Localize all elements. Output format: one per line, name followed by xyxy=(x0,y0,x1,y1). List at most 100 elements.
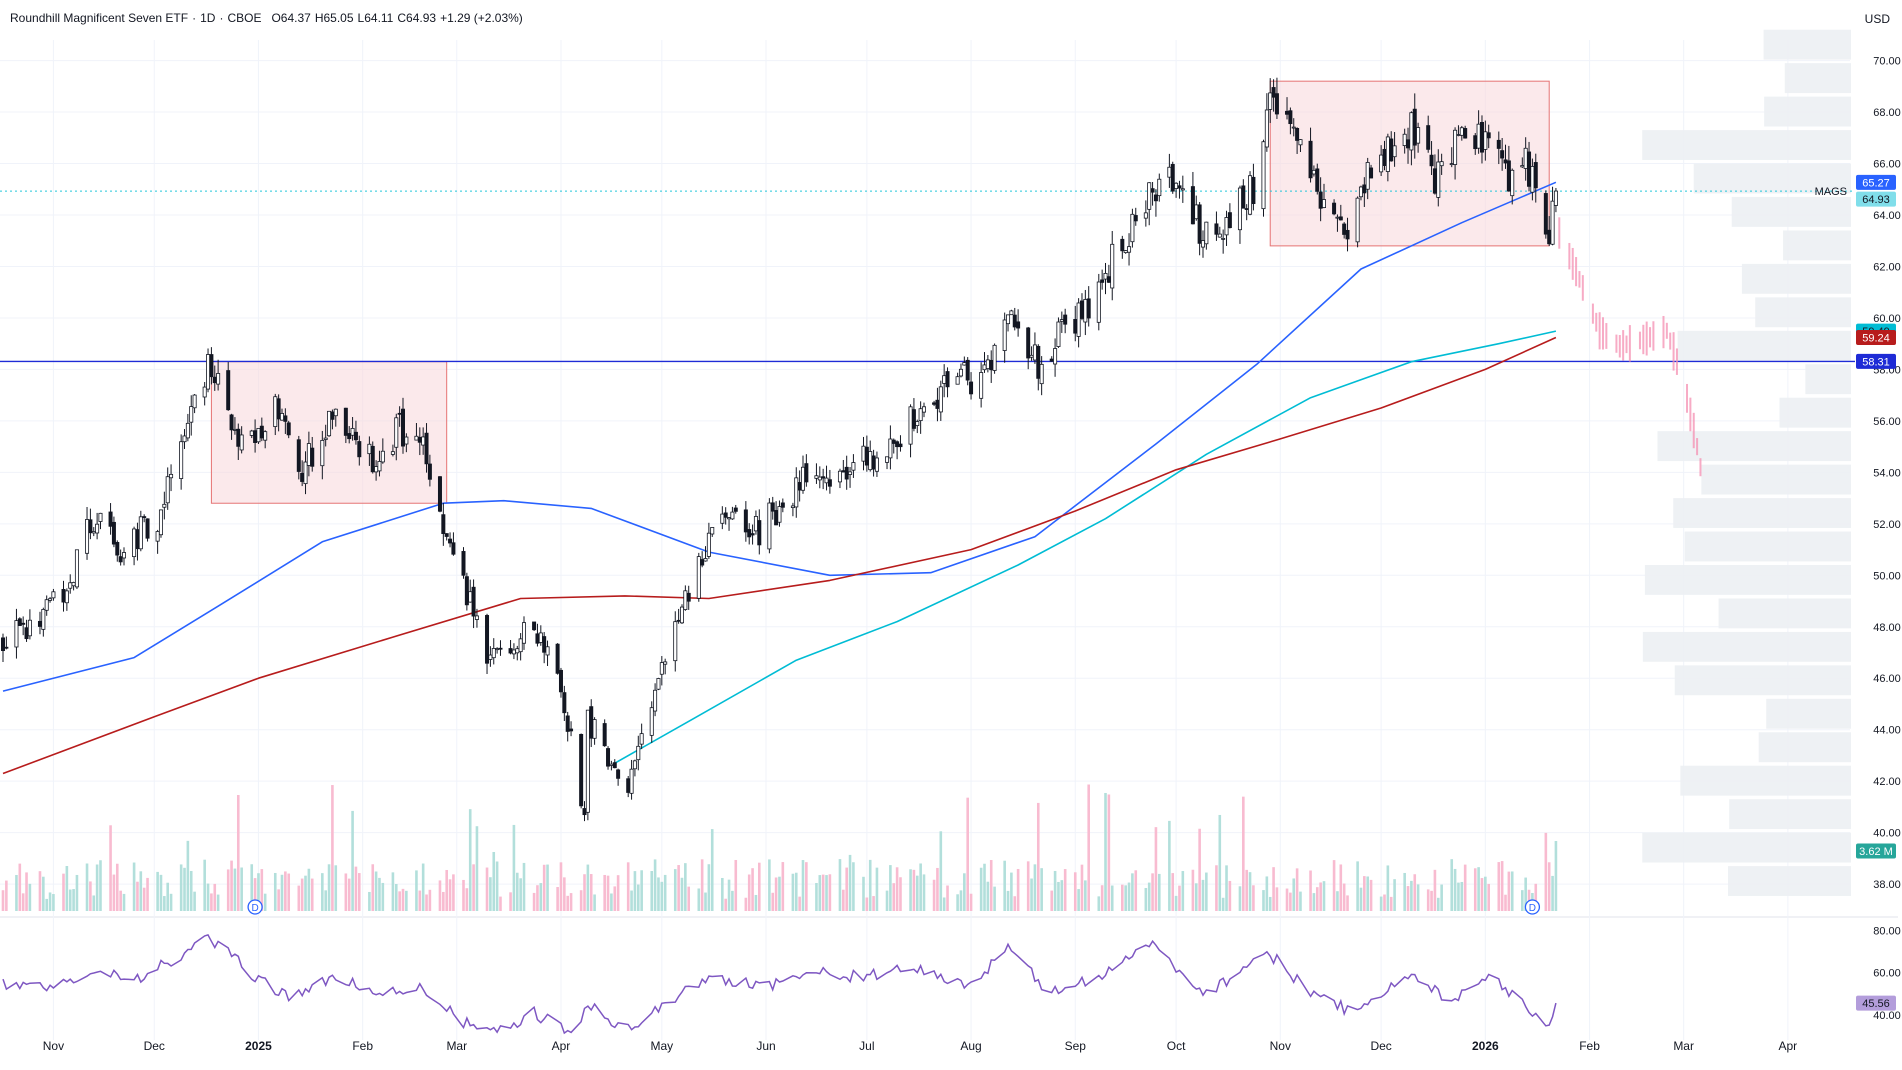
ma-red-badge-bg xyxy=(1856,330,1896,345)
volume-bar xyxy=(1100,885,1104,911)
volume-profile-bar xyxy=(1763,29,1851,60)
candle-body xyxy=(1402,133,1407,147)
candle-body xyxy=(1389,138,1394,162)
volume-bar xyxy=(606,875,610,911)
volume-bar xyxy=(1178,885,1181,911)
time-axis-label: Sep xyxy=(1065,1039,1087,1053)
candle-body xyxy=(891,439,896,444)
candle-body xyxy=(676,619,681,622)
volume-bar xyxy=(1504,894,1507,911)
candle-body xyxy=(1009,310,1014,316)
volume-profile-bar xyxy=(1718,598,1851,629)
volume-bar xyxy=(1265,876,1269,911)
candle-body xyxy=(1073,319,1078,334)
volume-bar xyxy=(159,874,163,911)
candle-body xyxy=(1412,108,1417,146)
candle-body xyxy=(85,519,90,554)
currency-label[interactable]: USD xyxy=(1864,12,1890,26)
projection xyxy=(1558,217,1702,477)
projection-bar xyxy=(1601,317,1604,350)
candle-body xyxy=(579,733,584,807)
volume-bar xyxy=(539,883,543,911)
candle-body xyxy=(1506,160,1511,192)
projection-bar xyxy=(1622,330,1625,361)
projection-bar xyxy=(1598,312,1601,350)
candle-body xyxy=(683,590,688,610)
candle-body xyxy=(1332,202,1337,215)
volume-bar xyxy=(1248,872,1252,911)
candle-body xyxy=(569,728,574,732)
volume-bar xyxy=(710,829,714,911)
candle-body xyxy=(710,527,715,535)
volume-profile-bar xyxy=(1727,866,1851,896)
price-axis[interactable]: 38.00 40.00 42.00 44.00 46.00 48.00 50.00 52.00… xyxy=(1873,56,1901,1022)
candle-body xyxy=(659,662,664,675)
volume-bar xyxy=(1131,873,1134,911)
volume-bar xyxy=(633,871,637,911)
volume-bar xyxy=(1426,889,1430,911)
candle-body xyxy=(885,456,890,463)
volume-bar xyxy=(1194,883,1198,911)
volume-bar xyxy=(828,874,832,911)
volume-profile-bar xyxy=(1642,130,1851,160)
volume-bar xyxy=(603,874,606,911)
volume-bar xyxy=(48,892,52,911)
candle-body xyxy=(468,591,473,603)
candle-body xyxy=(837,470,842,483)
volume-bar xyxy=(193,891,196,911)
volume-profile xyxy=(1642,29,1851,896)
candle-body xyxy=(565,715,570,732)
volume-bar xyxy=(42,876,45,911)
candle-body xyxy=(636,745,641,761)
volume-bar xyxy=(589,874,593,911)
candle-body xyxy=(273,396,278,428)
volume-bar xyxy=(865,897,869,911)
volume-bar xyxy=(495,861,499,911)
candle-body xyxy=(1338,216,1343,221)
volume-profile-bar xyxy=(1766,698,1851,729)
volume-bar xyxy=(1430,890,1433,911)
volume-bar xyxy=(307,868,311,911)
volume-bar xyxy=(398,891,401,911)
candle-body xyxy=(91,531,96,534)
candle-body xyxy=(1012,314,1017,328)
time-axis-label: Dec xyxy=(1370,1039,1391,1053)
candle-body xyxy=(979,372,984,399)
candle-body xyxy=(696,556,701,599)
volume-bar xyxy=(1521,890,1524,911)
interval[interactable]: 1D xyxy=(200,11,216,25)
volume-bar xyxy=(216,894,220,911)
time-axis[interactable]: Nov Dec 2025 Feb Mar Apr May Jun Jul Aug Sep Oct Nov… xyxy=(43,1039,1797,1053)
candle-body xyxy=(1063,314,1068,325)
volume-bar xyxy=(1413,874,1417,911)
candle-body xyxy=(138,516,143,550)
projection-bar xyxy=(1615,334,1618,353)
separator: · xyxy=(219,11,224,25)
volume-bar xyxy=(1033,864,1037,911)
volume-bar xyxy=(650,870,654,911)
candle-body xyxy=(1335,216,1340,219)
rsi-badge: 45.56 xyxy=(1862,998,1890,1010)
volume-bar xyxy=(1292,878,1296,911)
volume-bar xyxy=(1393,879,1396,911)
candle-body xyxy=(743,509,748,533)
volume-bar xyxy=(75,874,79,911)
candle-body xyxy=(750,533,755,536)
candle-body xyxy=(532,621,537,631)
candle-body xyxy=(1227,212,1232,229)
dividend-marker xyxy=(1524,899,1541,915)
candle-body xyxy=(189,406,194,423)
candle-body xyxy=(1130,213,1135,243)
candle-body xyxy=(1197,204,1202,244)
candle-body xyxy=(249,430,254,436)
candle-body xyxy=(142,516,147,518)
volume-bar xyxy=(1151,873,1154,911)
candle-body xyxy=(753,516,758,532)
time-axis-label: Dec xyxy=(144,1039,165,1053)
volume-bar xyxy=(556,887,559,911)
candle-body xyxy=(347,433,352,440)
volume-bar xyxy=(1107,794,1111,911)
candle-body xyxy=(1026,327,1031,359)
volume-bar xyxy=(821,874,825,911)
